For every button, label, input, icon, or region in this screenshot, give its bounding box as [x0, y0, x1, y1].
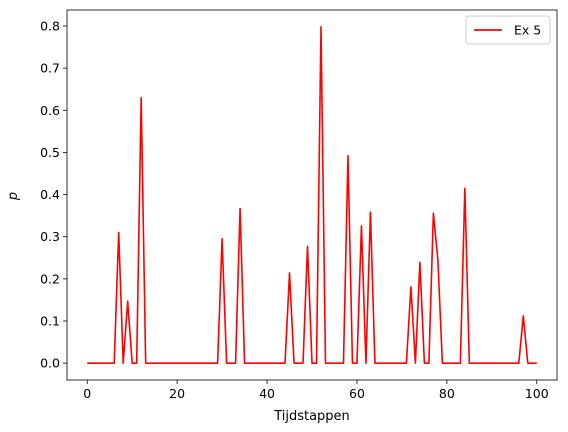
x-axis-ticks: 0 20 40 60 80 100	[83, 380, 549, 401]
x-tick-label: 0	[83, 386, 91, 401]
x-tick-label: 80	[439, 386, 455, 401]
y-axis-ticks: 0.0 0.1 0.2 0.3 0.4 0.5 0.6 0.7 0.8	[40, 19, 67, 371]
x-axis-label: Tijdstappen	[273, 409, 350, 424]
plot-area	[67, 10, 557, 380]
y-tick-label: 0.8	[40, 19, 60, 34]
series-layer	[87, 26, 537, 364]
series-line	[87, 26, 537, 364]
x-tick-label: 20	[169, 386, 185, 401]
y-tick-label: 0.5	[40, 145, 60, 160]
y-tick-label: 0.3	[40, 229, 60, 244]
legend-label: Ex 5	[514, 23, 541, 38]
y-tick-label: 0.1	[40, 314, 60, 329]
y-tick-label: 0.4	[40, 187, 60, 202]
x-tick-label: 60	[349, 386, 365, 401]
legend-box	[465, 15, 551, 45]
plot-frame	[66, 9, 558, 381]
y-tick-label: 0.2	[40, 271, 60, 286]
legend: Ex 5	[465, 15, 551, 45]
y-tick-label: 0.7	[40, 61, 60, 76]
x-tick-label: 100	[525, 386, 549, 401]
x-tick-label: 40	[259, 386, 275, 401]
y-axis-label: p	[6, 192, 21, 201]
y-tick-label: 0.6	[40, 103, 60, 118]
y-tick-label: 0.0	[40, 356, 60, 371]
